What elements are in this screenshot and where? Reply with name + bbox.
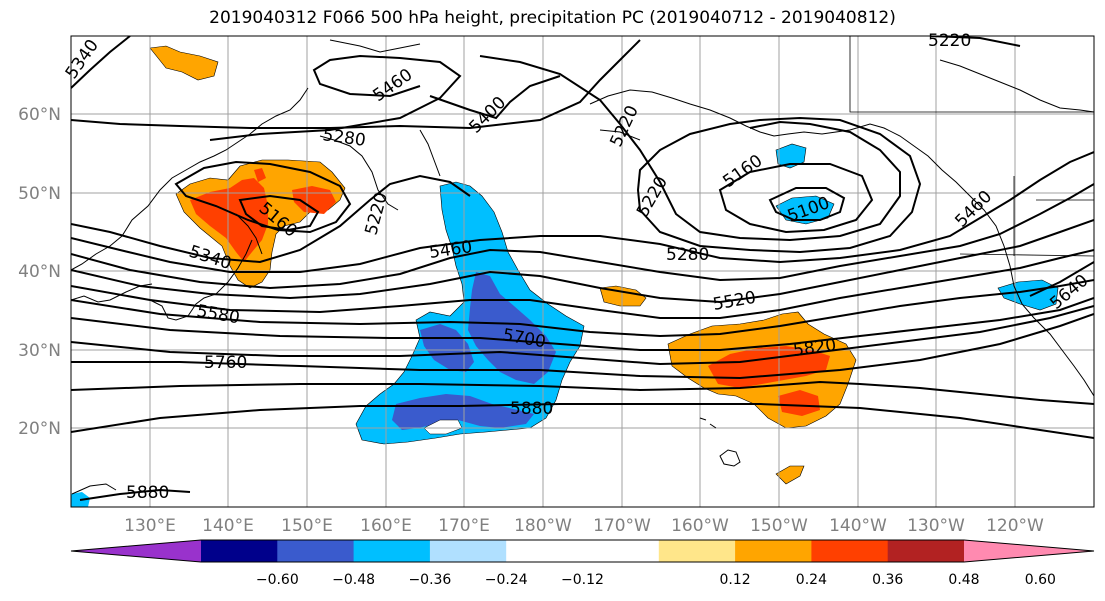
lat-tick-label: 40°N bbox=[18, 262, 61, 282]
colorbar-swatch bbox=[811, 540, 889, 562]
precip-strong-negative bbox=[392, 394, 534, 430]
lon-tick-label: 150°W bbox=[750, 516, 808, 536]
height-contours bbox=[71, 36, 1094, 501]
contour-label: 5220 bbox=[606, 102, 642, 150]
contour-label: 5280 bbox=[666, 245, 709, 265]
lat-tick-label: 20°N bbox=[18, 419, 61, 439]
precip-positive-region bbox=[599, 285, 647, 307]
contour-label: 5760 bbox=[204, 353, 247, 373]
colorbar-swatch bbox=[277, 540, 355, 562]
colorbar bbox=[70, 539, 1095, 563]
map-gridlines bbox=[71, 36, 1094, 507]
colorbar-tick-label: 0.12 bbox=[719, 572, 751, 588]
colorbar-tick-label: −0.60 bbox=[255, 572, 299, 588]
lat-tick-label: 30°N bbox=[18, 341, 61, 361]
colorbar-swatch bbox=[658, 540, 736, 562]
colorbar-swatch bbox=[429, 540, 507, 562]
precip-shading bbox=[71, 45, 1059, 507]
precip-positive-region bbox=[775, 465, 805, 485]
colorbar-extend-low bbox=[71, 540, 201, 562]
precip-negative-region bbox=[775, 143, 807, 169]
lon-tick-label: 140°W bbox=[829, 516, 887, 536]
colorbar-swatch bbox=[506, 540, 583, 562]
colorbar-swatch bbox=[582, 540, 660, 562]
colorbar-tick-label: −0.24 bbox=[484, 572, 528, 588]
lon-tick-label: 170°E bbox=[438, 516, 490, 536]
lon-tick-label: 130°W bbox=[907, 516, 965, 536]
contour-label-group: 5340 5460 5400 5220 5280 5160 5220 5160 … bbox=[62, 31, 1093, 503]
contour-label: 5160 bbox=[719, 151, 766, 192]
contour-label: 5220 bbox=[362, 190, 393, 237]
lon-tick-label: 130°E bbox=[124, 516, 176, 536]
lat-tick-label: 50°N bbox=[18, 184, 61, 204]
precip-strong-positive bbox=[254, 168, 266, 182]
contour-label: 5460 bbox=[369, 65, 416, 106]
contour-label: 5880 bbox=[510, 399, 553, 419]
lon-tick-label: 160°E bbox=[360, 516, 412, 536]
contour-label: 5880 bbox=[126, 483, 169, 503]
contour-label: 5400 bbox=[465, 93, 510, 138]
contour-label: 5460 bbox=[951, 187, 996, 232]
lon-tick-label: 150°E bbox=[281, 516, 333, 536]
lon-tick-label: 180°W bbox=[514, 516, 572, 536]
lon-tick-label: 120°W bbox=[986, 516, 1044, 536]
precip-negative-region bbox=[997, 279, 1059, 311]
colorbar-tick-label: 0.24 bbox=[795, 572, 827, 588]
precip-strong-positive bbox=[778, 390, 820, 416]
precip-negative-region bbox=[775, 195, 835, 225]
colorbar-tick-label: −0.36 bbox=[408, 572, 452, 588]
colorbar-swatch bbox=[201, 540, 278, 562]
lat-tick-label: 60°N bbox=[18, 105, 61, 125]
contour-label: 5280 bbox=[321, 125, 367, 151]
contour-label: 5580 bbox=[195, 301, 241, 328]
lon-tick-label: 170°W bbox=[593, 516, 651, 536]
colorbar-swatch bbox=[887, 540, 965, 562]
contour-label: 5220 bbox=[928, 31, 971, 51]
colorbar-swatch bbox=[353, 540, 431, 562]
map-frame bbox=[70, 35, 1095, 508]
colorbar-extend-high bbox=[964, 540, 1094, 562]
coastlines bbox=[71, 39, 1094, 495]
map-title: 2019040312 F066 500 hPa height, precipit… bbox=[209, 8, 896, 28]
colorbar-tick-label: −0.12 bbox=[561, 572, 604, 588]
precip-strong-negative bbox=[420, 324, 474, 372]
lon-tick-labels: 130°E 140°E 150°E 160°E 170°E 180°W 170°… bbox=[124, 516, 1044, 536]
colorbar-outline bbox=[70, 539, 1095, 563]
colorbar-tick-label: 0.36 bbox=[872, 572, 904, 588]
lon-tick-label: 140°E bbox=[202, 516, 254, 536]
lat-tick-labels: 60°N 50°N 40°N 30°N 20°N bbox=[18, 105, 61, 439]
colorbar-tick-label: −0.48 bbox=[332, 572, 376, 588]
lon-tick-label: 160°W bbox=[671, 516, 729, 536]
colorbar-tick-label: 0.60 bbox=[1024, 572, 1056, 588]
colorbar-swatch bbox=[735, 540, 812, 562]
contour-label: 5340 bbox=[62, 36, 103, 83]
colorbar-tick-label: 0.48 bbox=[948, 572, 980, 588]
contour-label: 5520 bbox=[711, 288, 757, 315]
precip-positive-region bbox=[149, 45, 219, 81]
